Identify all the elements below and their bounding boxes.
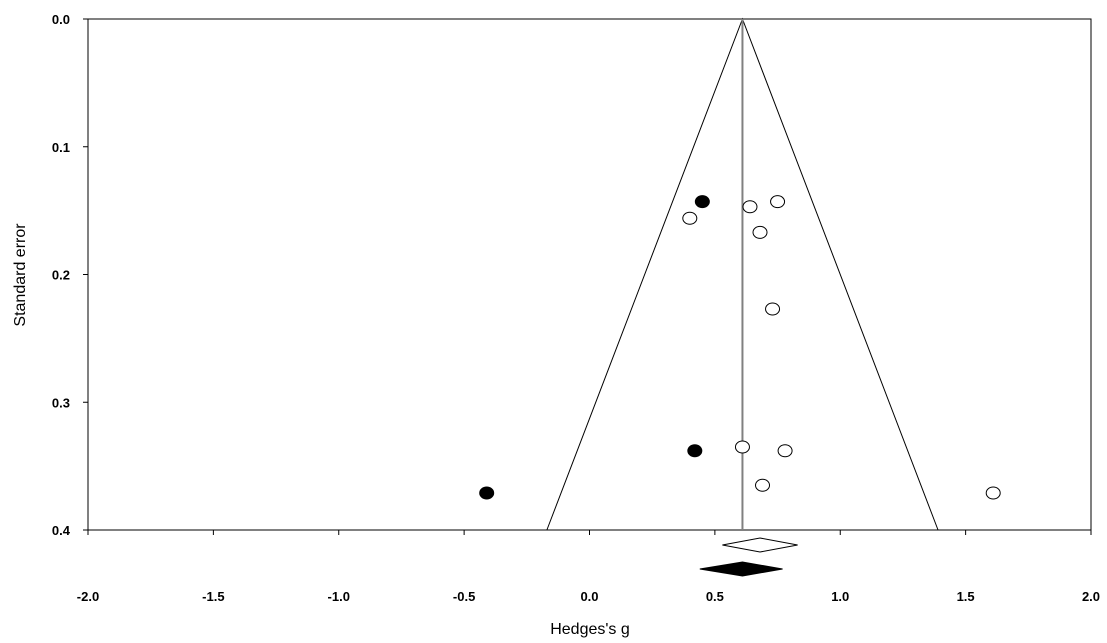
y-tick-label: 0.3 (52, 395, 70, 410)
x-tick-label: 1.0 (831, 589, 849, 604)
x-tick-label: -1.0 (328, 589, 350, 604)
x-tick-label: 2.0 (1082, 589, 1100, 604)
y-tick-label: 0.1 (52, 140, 70, 155)
y-tick-labels: 0.0 0.1 0.2 0.3 0.4 (52, 12, 71, 538)
study-point-open (777, 444, 793, 458)
x-tick-label: -2.0 (77, 589, 99, 604)
x-axis-title: Hedges's g (550, 621, 630, 638)
summary-diamond-open (722, 537, 798, 553)
study-point-open (755, 478, 771, 492)
x-tick-label: -0.5 (453, 589, 475, 604)
y-tick-label: 0.0 (52, 12, 70, 27)
study-point-open (985, 486, 1001, 500)
y-tick-label: 0.2 (52, 268, 70, 283)
x-tick-label: 0.5 (706, 589, 724, 604)
study-point-open (682, 211, 698, 225)
x-tick-labels: -2.0 -1.5 -1.0 -0.5 0.0 0.5 1.0 1.5 2.0 (77, 589, 1100, 604)
summary-diamonds (699, 537, 798, 577)
summary-diamond-filled (699, 561, 783, 577)
axis-ticks (83, 18, 1092, 535)
study-point-open (752, 225, 768, 239)
study-point-open (770, 195, 786, 209)
study-point-open (765, 302, 781, 316)
study-point-filled (694, 195, 710, 209)
study-points (479, 195, 1001, 500)
study-point-filled (687, 444, 703, 458)
plot-area-frame (87, 18, 1092, 531)
x-tick-label: -1.5 (202, 589, 224, 604)
x-tick-label: 0.0 (580, 589, 598, 604)
study-point-open (734, 440, 750, 454)
study-point-filled (479, 486, 495, 500)
y-axis-title: Standard error (12, 223, 29, 327)
study-point-open (742, 200, 758, 214)
y-tick-label: 0.4 (52, 523, 71, 538)
x-tick-label: 1.5 (957, 589, 975, 604)
